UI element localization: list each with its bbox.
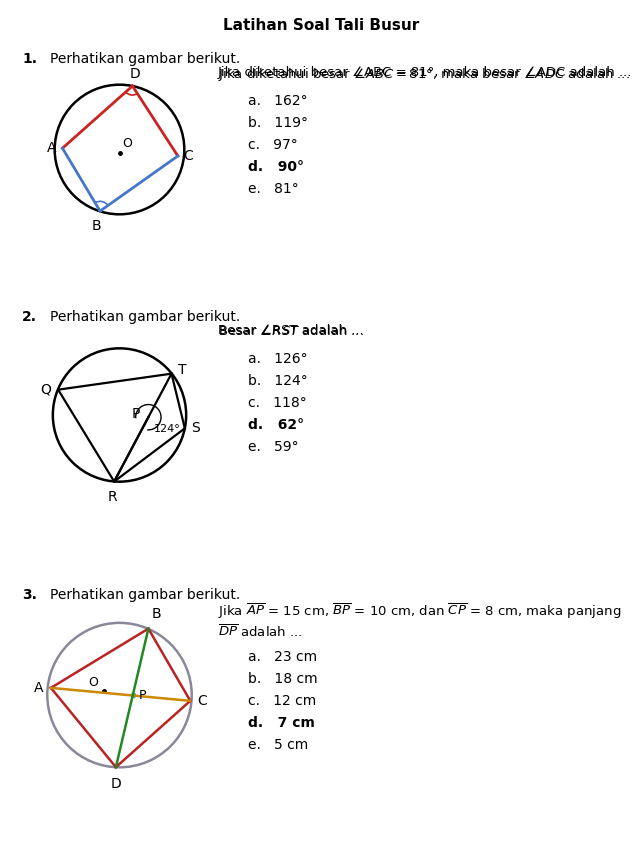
Text: e.   5 cm: e. 5 cm: [248, 738, 308, 752]
Text: S: S: [191, 421, 200, 435]
Text: c.   12 cm: c. 12 cm: [248, 694, 317, 708]
Text: b.   18 cm: b. 18 cm: [248, 672, 318, 686]
Text: 2.: 2.: [22, 310, 37, 324]
Text: P: P: [139, 689, 146, 702]
Text: C: C: [198, 694, 207, 708]
Text: A: A: [46, 142, 56, 155]
Text: a.   126°: a. 126°: [248, 352, 308, 366]
Text: D: D: [130, 66, 141, 81]
Text: Jika $\overline{AP}$ = 15 cm, $\overline{BP}$ = 10 cm, dan $\overline{CP}$ = 8 c: Jika $\overline{AP}$ = 15 cm, $\overline…: [218, 602, 621, 621]
Text: P: P: [132, 406, 141, 421]
Text: b.   119°: b. 119°: [248, 116, 308, 130]
Text: Q: Q: [40, 382, 51, 397]
Text: R: R: [108, 490, 117, 504]
Text: c.   118°: c. 118°: [248, 396, 307, 410]
Text: e.   59°: e. 59°: [248, 440, 299, 454]
Text: b.   124°: b. 124°: [248, 374, 308, 388]
Text: A: A: [34, 681, 44, 695]
Text: C: C: [183, 149, 193, 163]
Text: $\overline{DP}$ adalah ...: $\overline{DP}$ adalah ...: [218, 624, 302, 640]
Text: a.   23 cm: a. 23 cm: [248, 650, 317, 664]
Text: Perhatikan gambar berikut.: Perhatikan gambar berikut.: [50, 310, 240, 324]
Text: Jika diketahui besar $\angle ABC = 81°$, maka besar $\angle ADC$ adalah ...: Jika diketahui besar $\angle ABC = 81°$,…: [218, 66, 630, 83]
Text: O: O: [88, 676, 98, 689]
Text: d.   62°: d. 62°: [248, 418, 304, 432]
Text: Jika diketahui besar ∠ABC = 81°, maka besar ∠ADC adalah ...: Jika diketahui besar ∠ABC = 81°, maka be…: [218, 66, 632, 79]
Text: d.   90°: d. 90°: [248, 160, 304, 174]
Text: B: B: [152, 608, 161, 621]
Text: 3.: 3.: [22, 588, 37, 602]
Text: a.   162°: a. 162°: [248, 94, 308, 108]
Text: Perhatikan gambar berikut.: Perhatikan gambar berikut.: [50, 588, 240, 602]
Text: Besar $\angle RST$ adalah ...: Besar $\angle RST$ adalah ...: [218, 324, 364, 338]
Text: D: D: [110, 777, 121, 791]
Text: Perhatikan gambar berikut.: Perhatikan gambar berikut.: [50, 52, 240, 66]
Text: B: B: [92, 219, 101, 233]
Text: T: T: [178, 363, 187, 377]
Text: O: O: [122, 136, 132, 149]
Text: Latihan Soal Tali Busur: Latihan Soal Tali Busur: [223, 18, 419, 33]
Text: c.   97°: c. 97°: [248, 138, 298, 152]
Text: 124°: 124°: [153, 424, 180, 434]
Text: Besar ∠RST adalah ...: Besar ∠RST adalah ...: [218, 324, 363, 337]
Text: e.   81°: e. 81°: [248, 182, 299, 196]
Text: 1.: 1.: [22, 52, 37, 66]
Text: d.   7 cm: d. 7 cm: [248, 716, 315, 730]
